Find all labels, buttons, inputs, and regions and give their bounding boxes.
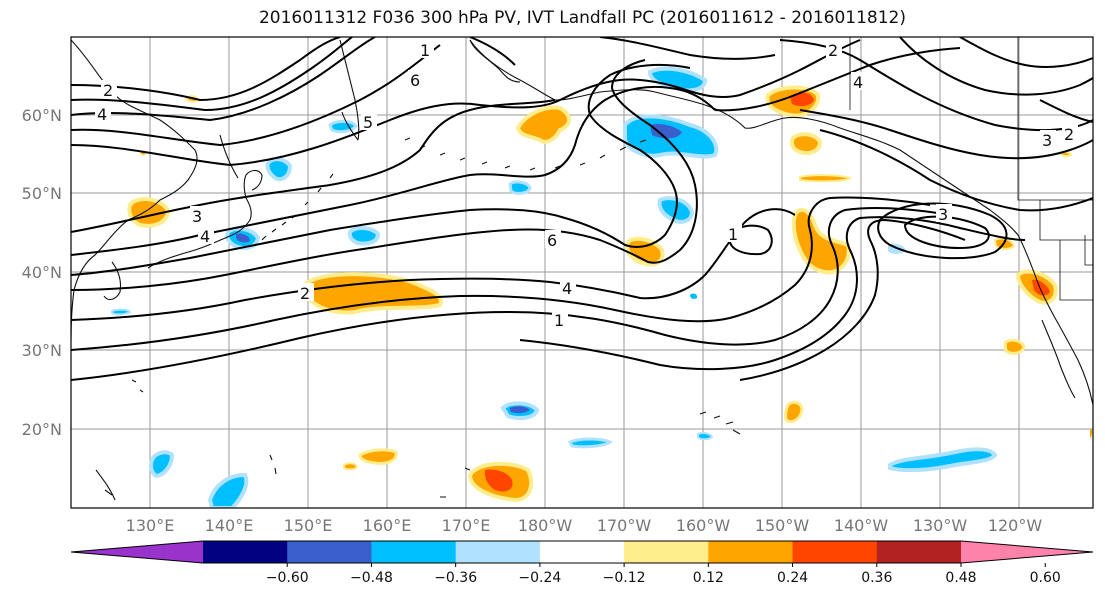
contour-label: 6 xyxy=(410,71,420,90)
colorbar-segment xyxy=(624,541,709,563)
colorbar-segment xyxy=(287,541,372,563)
longitude-labels: 130°E 140°E 150°E 160°E 170°E 180°W 170°… xyxy=(126,516,1043,535)
colorbar-tick-label: −0.48 xyxy=(350,570,393,586)
lon-label: 170°E xyxy=(442,516,491,535)
political-borders xyxy=(849,37,1093,301)
colorbar-outline xyxy=(70,540,1094,564)
map-title: 2016011312 F036 300 hPa PV, IVT Landfall… xyxy=(258,8,906,28)
lon-label: 160°W xyxy=(676,516,731,535)
colorbar-tick-label: −0.36 xyxy=(434,570,477,586)
positive-anomaly-regions xyxy=(127,85,1093,503)
colorbar-segment xyxy=(539,541,625,563)
lon-label: 120°W xyxy=(988,516,1043,535)
colorbar-extend-max xyxy=(961,541,1093,563)
gridlines xyxy=(71,37,1093,508)
lat-label: 20°N xyxy=(22,420,62,439)
lon-label: 160°E xyxy=(363,516,412,535)
contour-label: 4 xyxy=(200,227,210,246)
colorbar-tick-label: −0.12 xyxy=(603,570,646,586)
contour-label: 2 xyxy=(300,284,310,303)
contour-label: 4 xyxy=(562,279,572,298)
contour-label: 6 xyxy=(547,231,557,250)
latitude-labels: 60°N 50°N 40°N 30°N 20°N xyxy=(22,106,62,439)
lon-label: 180°W xyxy=(518,516,573,535)
lat-label: 50°N xyxy=(22,184,62,203)
colorbar-tick-label: −0.60 xyxy=(266,570,309,586)
colorbar-extend-min xyxy=(71,541,203,563)
contour-label: 3 xyxy=(938,205,948,224)
colorbar-tick-label: 0.60 xyxy=(1030,570,1061,586)
lon-label: 130°E xyxy=(126,516,175,535)
contour-label: 2 xyxy=(1064,125,1074,144)
lat-label: 40°N xyxy=(22,263,62,282)
colorbar-ticks: −0.60 −0.48 −0.36 −0.24 −0.12 0.12 0.24 0.36 0.4… xyxy=(266,563,1061,586)
contour-label: 3 xyxy=(1042,131,1052,150)
lon-label: 130°W xyxy=(913,516,968,535)
colorbar-segment xyxy=(792,541,878,563)
lat-label: 30°N xyxy=(22,341,62,360)
pv-contours xyxy=(71,37,1093,381)
contour-label: 1 xyxy=(728,225,738,244)
contour-label: 3 xyxy=(192,207,202,226)
colorbar-tick-label: 0.36 xyxy=(861,570,892,586)
lon-label: 150°W xyxy=(755,516,810,535)
contour-label: 1 xyxy=(554,311,564,330)
colorbar xyxy=(70,540,1094,564)
lon-label: 140°W xyxy=(834,516,889,535)
colorbar-tick-label: 0.12 xyxy=(693,570,724,586)
colorbar-tick-label: 0.24 xyxy=(777,570,808,586)
contour-labels: 2 4 6 5 3 1 2 4 1 6 4 1 2 3 xyxy=(95,40,1078,330)
colorbar-segment xyxy=(876,541,962,563)
contour-label: 4 xyxy=(97,105,107,124)
contour-label: 1 xyxy=(420,41,430,60)
contour-label: 2 xyxy=(828,41,838,60)
colorbar-tick-label: −0.24 xyxy=(518,570,561,586)
lat-label: 60°N xyxy=(22,106,62,125)
colorbar-tick-label: 0.48 xyxy=(945,570,976,586)
map-border xyxy=(70,36,1094,509)
contour-label: 2 xyxy=(103,81,113,100)
colorbar-segment xyxy=(455,541,541,563)
contour-label: 5 xyxy=(363,113,373,132)
colorbar-segment xyxy=(708,541,794,563)
colorbar-segment xyxy=(371,541,457,563)
lon-label: 170°W xyxy=(597,516,652,535)
lon-label: 150°E xyxy=(284,516,333,535)
lon-label: 140°E xyxy=(205,516,254,535)
contour-label: 4 xyxy=(853,73,863,92)
colorbar-segment xyxy=(203,541,288,563)
